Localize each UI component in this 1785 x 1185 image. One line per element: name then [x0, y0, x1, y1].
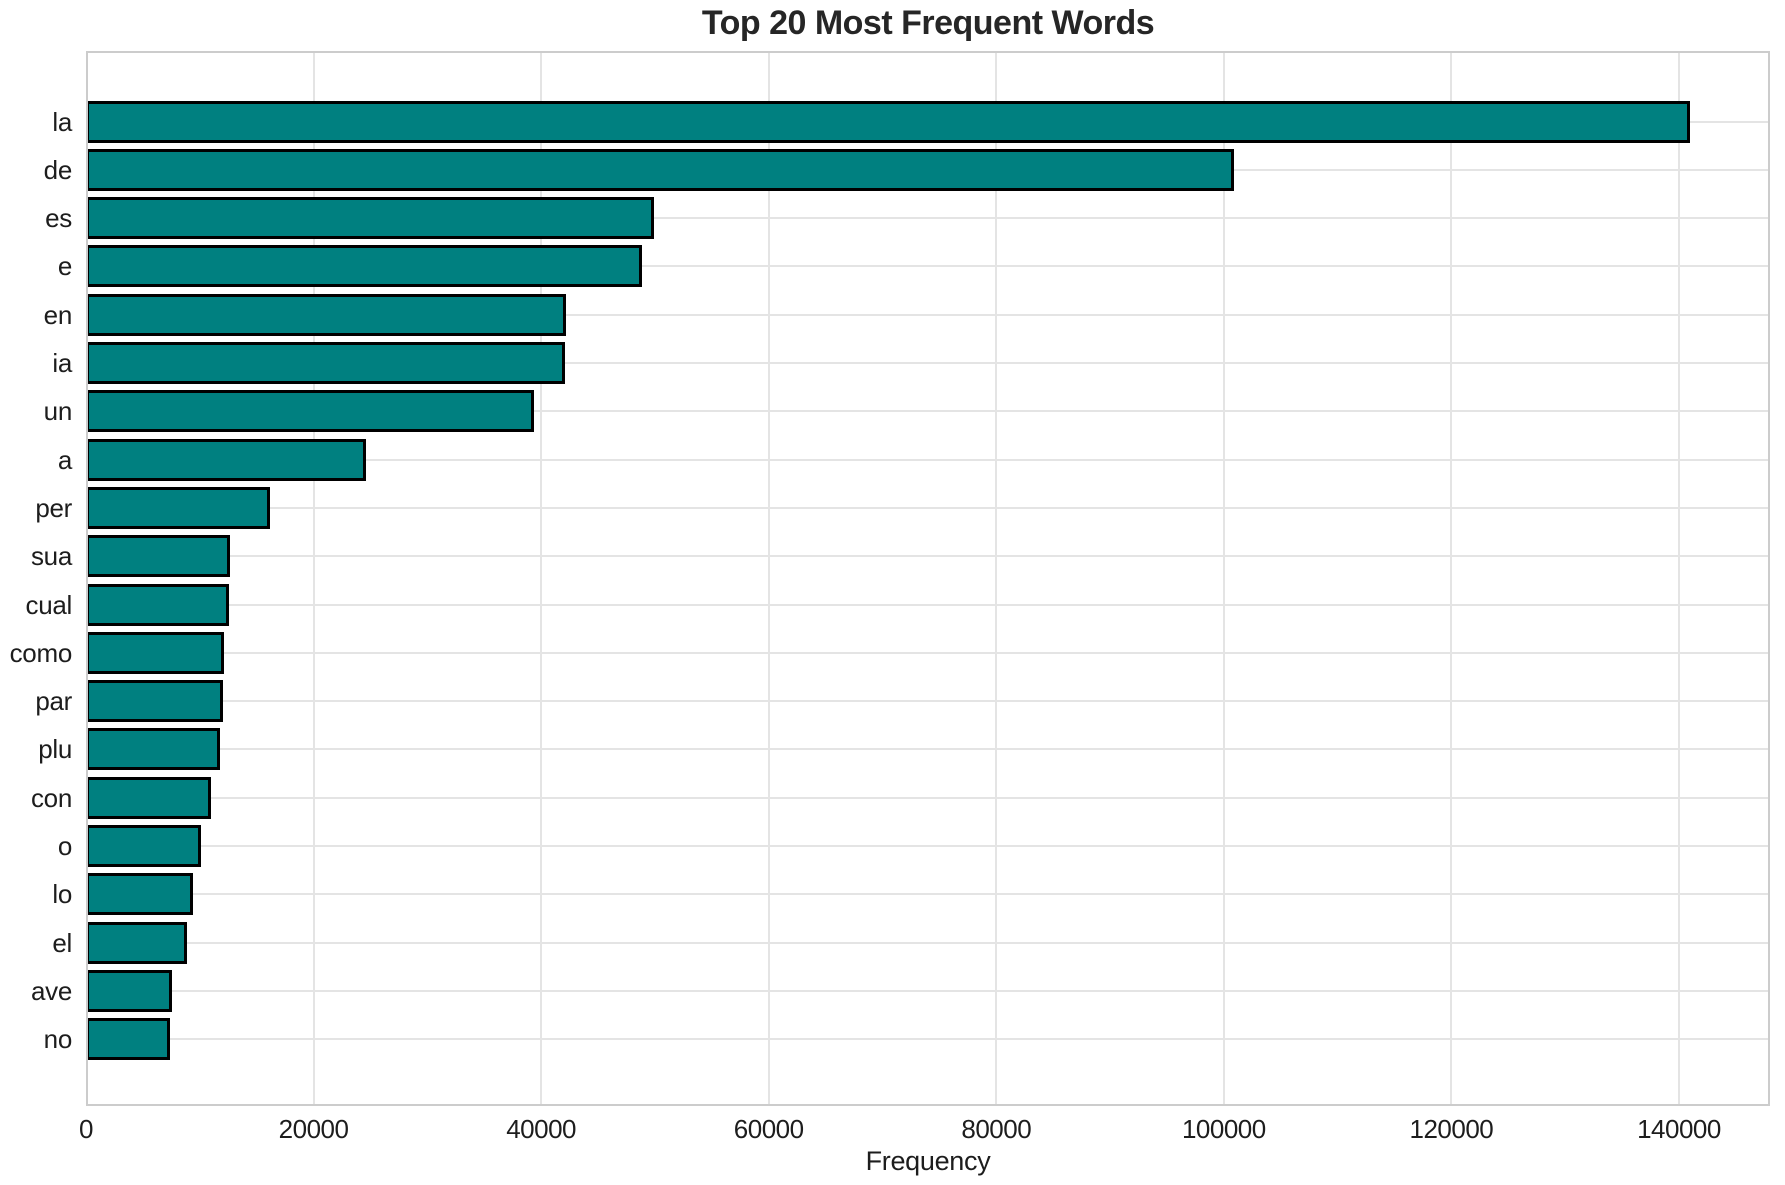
ytick-label-con: con	[30, 782, 72, 813]
gridline-x	[995, 51, 998, 1106]
gridline-x	[312, 51, 315, 1106]
gridline-y	[86, 603, 1770, 606]
bar-par	[86, 680, 224, 723]
ytick-label-en: en	[43, 299, 73, 330]
ytick-label-como: como	[9, 637, 73, 668]
xtick-label-100000: 100000	[1181, 1114, 1266, 1144]
ytick-label-es: es	[45, 203, 72, 234]
bar-ave	[86, 969, 173, 1012]
chart-title: Top 20 Most Frequent Words	[701, 4, 1155, 42]
gridline-y	[86, 313, 1770, 316]
gridline-y	[86, 410, 1770, 413]
ytick-label-ia: ia	[52, 348, 72, 378]
ytick-label-sua: sua	[30, 541, 72, 572]
gridline-y	[86, 748, 1770, 751]
xtick-label-120000: 120000	[1409, 1114, 1494, 1144]
gridline-y	[86, 796, 1770, 799]
bar-con	[86, 776, 211, 819]
gridline-x	[1450, 51, 1453, 1106]
ytick-label-cual: cual	[25, 589, 73, 620]
ytick-label-e: e	[57, 251, 72, 282]
ytick-label-o: o	[57, 831, 72, 861]
xtick-label-80000: 80000	[961, 1114, 1032, 1144]
bar-e	[86, 245, 643, 288]
bar-per	[86, 486, 271, 529]
ytick-label-plu: plu	[38, 734, 72, 765]
bar-cual	[86, 583, 230, 626]
gridline-y	[86, 700, 1770, 703]
ytick-label-no: no	[43, 1024, 73, 1055]
gridline-x	[767, 51, 770, 1106]
bar-un	[86, 390, 535, 433]
gridline-y	[86, 893, 1770, 896]
bar-como	[86, 631, 225, 674]
xtick-label-140000: 140000	[1637, 1114, 1721, 1144]
ytick-label-de: de	[43, 154, 73, 185]
bar-en	[86, 293, 567, 336]
bar-es	[86, 197, 654, 240]
ytick-label-lo: lo	[52, 879, 72, 910]
ytick-label-a: a	[57, 444, 72, 475]
gridline-x	[540, 51, 543, 1106]
gridline-x	[1222, 51, 1225, 1106]
bar-la	[86, 100, 1691, 143]
bar-no	[86, 1018, 171, 1061]
plot-area	[86, 51, 1770, 1106]
bar-o	[86, 825, 202, 867]
bar-de	[86, 148, 1235, 191]
xtick-label-40000: 40000	[506, 1114, 577, 1144]
gridline-y	[86, 217, 1770, 220]
gridline-y	[86, 362, 1770, 364]
gridline-y	[86, 506, 1770, 509]
gridline-y	[86, 845, 1770, 847]
ytick-label-un: un	[43, 396, 73, 427]
gridline-y	[86, 941, 1770, 944]
xtick-label-20000: 20000	[278, 1114, 349, 1144]
ytick-label-per: per	[35, 492, 72, 523]
gridline-y	[86, 1038, 1770, 1041]
ytick-label-ave: ave	[30, 975, 72, 1006]
ytick-label-par: par	[35, 686, 72, 717]
xtick-label-0: 0	[79, 1114, 93, 1144]
gridline-y	[86, 555, 1770, 558]
xtick-label-60000: 60000	[733, 1114, 804, 1144]
bar-el	[86, 921, 188, 964]
ytick-label-la: la	[52, 106, 72, 137]
bar-ia	[86, 342, 566, 384]
gridline-y	[86, 458, 1770, 461]
gridline-y	[86, 265, 1770, 268]
bar-a	[86, 438, 366, 481]
gridline-y	[86, 651, 1770, 654]
bar-plu	[86, 728, 221, 771]
gridline-x	[1677, 51, 1680, 1106]
bar-sua	[86, 535, 230, 578]
gridline-y	[86, 989, 1770, 992]
bar-lo	[86, 873, 193, 916]
x-axis-label: Frequency	[865, 1146, 991, 1176]
ytick-label-el: el	[52, 927, 72, 958]
